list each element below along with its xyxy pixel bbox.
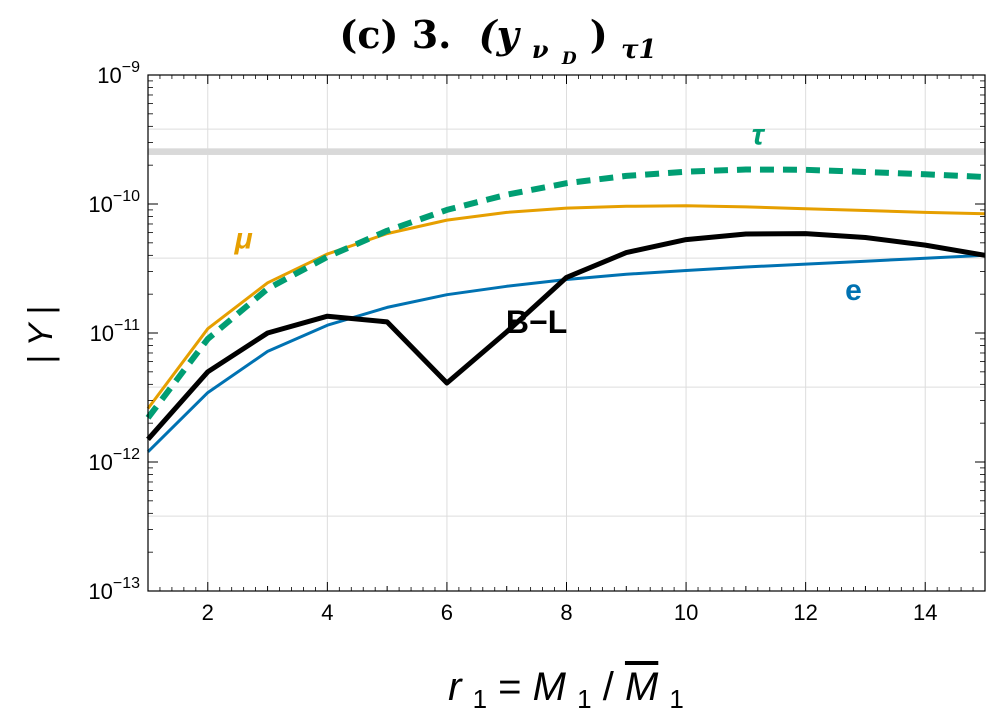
title-sub-nu: ν xyxy=(532,35,549,64)
title-sub-tau1: τ1 xyxy=(621,35,657,65)
series-line-B−L xyxy=(146,231,986,441)
x-tick-label: 12 xyxy=(793,600,817,625)
x-axis-label: r 1 = M 1 / M 1 xyxy=(448,665,684,713)
y-tick-label: 10−9 xyxy=(97,59,140,88)
title-close: ) xyxy=(590,12,608,57)
series-label-e: e xyxy=(845,274,862,307)
x-tick-label: 6 xyxy=(441,600,453,625)
series-line-μ xyxy=(146,204,986,410)
x-tick-label: 10 xyxy=(674,600,698,625)
y-tick-label: 10−10 xyxy=(88,188,140,217)
ticks: 2 4 6 8 10 12 14 10−13 10−12 10−11 10−10 10−9 xyxy=(88,59,986,625)
x-tick-label: 2 xyxy=(202,600,214,625)
y-tick-label: 10−12 xyxy=(88,446,140,475)
experimental-band-rect xyxy=(148,148,985,155)
series-line-τ xyxy=(145,166,986,420)
y-tick-label: 10−11 xyxy=(90,317,141,346)
y-tick-label: 10−13 xyxy=(88,575,140,604)
title-prefix: (c) 3. xyxy=(339,12,451,57)
series-label-τ: τ xyxy=(752,118,766,151)
series-labels: μ τ e B−L xyxy=(234,118,862,340)
y-axis-label: | Y | xyxy=(22,306,60,364)
title-sub-d: D xyxy=(561,49,577,69)
x-tick-label: 4 xyxy=(321,600,333,625)
x-tick-label: 14 xyxy=(913,600,937,625)
series-label-B−L: B−L xyxy=(506,304,567,340)
title-main: (y xyxy=(479,12,522,57)
x-tick-label: 8 xyxy=(560,600,572,625)
experimental-band xyxy=(148,148,985,155)
grid xyxy=(148,75,985,591)
chart-title: (c) 3. (y ν D ) τ1 xyxy=(339,12,656,73)
series-group xyxy=(145,166,986,453)
series-label-μ: μ xyxy=(234,223,253,256)
